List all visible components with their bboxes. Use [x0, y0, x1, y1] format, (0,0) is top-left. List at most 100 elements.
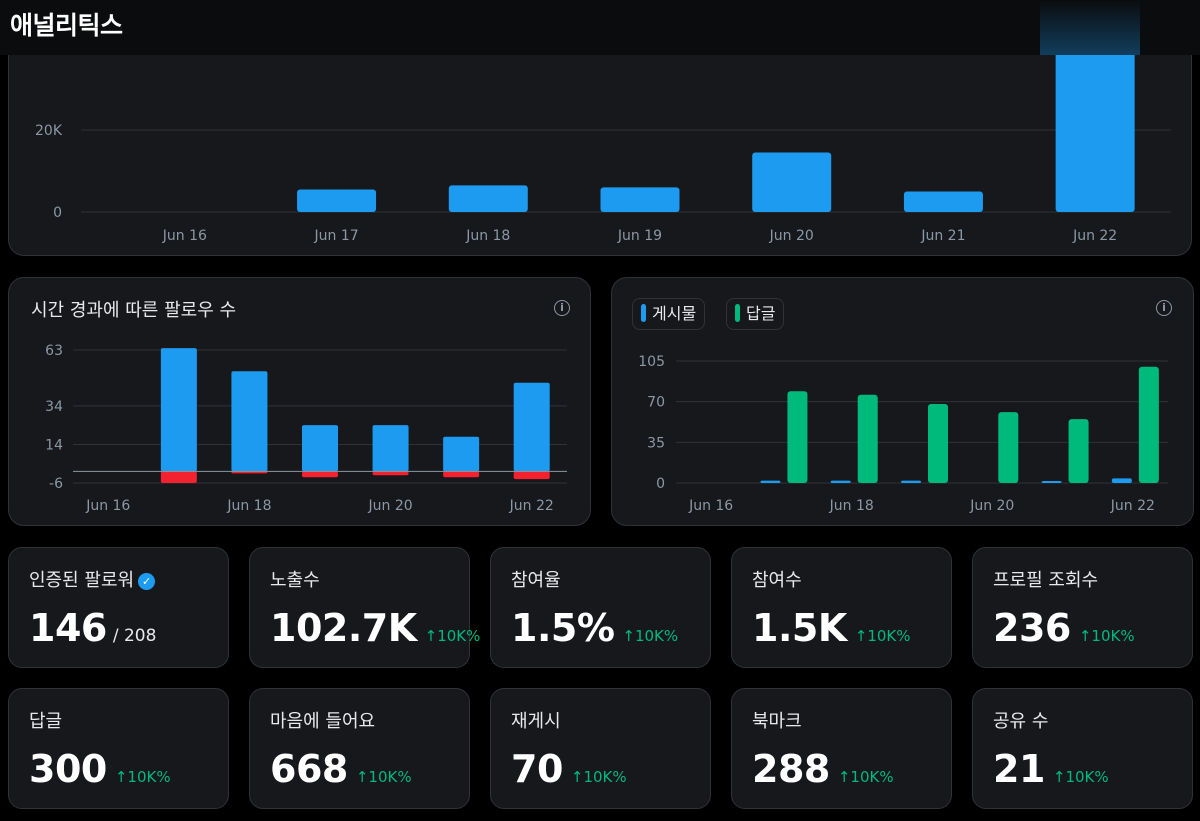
x-tick-label: Jun 20: [969, 498, 1014, 514]
stat-value: 668 ↑10K%: [270, 747, 412, 791]
bar-posts: [1041, 481, 1062, 483]
stat-card-engagement-rate[interactable]: 참여율 1.5% ↑10K%: [490, 547, 711, 668]
bar-lost: [372, 471, 409, 476]
page-title: 애널리틱스: [10, 11, 123, 40]
stat-label: 참여수: [752, 570, 802, 591]
stat-sub: / 208: [112, 626, 157, 646]
bar-gained: [513, 382, 550, 472]
stat-card-reposts[interactable]: 재게시 70 ↑10K%: [490, 688, 711, 809]
y-tick-label: 35: [647, 435, 665, 451]
x-tick-label: Jun 19: [617, 228, 662, 244]
stat-value-text: 236: [993, 606, 1071, 650]
bar-lost: [160, 471, 197, 483]
bar-replies: [928, 403, 948, 483]
stat-value: 1.5% ↑10K%: [511, 606, 678, 650]
x-tick-label: Jun 22: [1072, 228, 1117, 244]
stat-label: 공유 수: [993, 711, 1049, 732]
x-tick-label: Jun 18: [829, 498, 874, 514]
y-tick-label: 105: [638, 354, 665, 370]
bar-gained: [231, 371, 268, 472]
bar: [448, 185, 528, 212]
stat-label: 북마크: [752, 711, 802, 732]
stat-value-text: 102.7K: [270, 606, 417, 650]
bar: [297, 189, 377, 212]
x-tick-label: Jun 16: [162, 228, 207, 244]
stat-label: 인증된 팔로워 ✓: [29, 566, 156, 592]
stat-delta: ↑10K%: [355, 768, 412, 786]
y-tick-label: 14: [45, 437, 63, 453]
info-icon[interactable]: i: [1156, 300, 1172, 316]
bar: [752, 152, 832, 212]
stat-label: 프로필 조회수: [993, 570, 1099, 591]
y-tick-label: 0: [656, 476, 665, 492]
y-tick-label: 70: [647, 395, 665, 411]
bar-replies: [787, 391, 808, 483]
x-tick-label: Jun 16: [688, 498, 733, 514]
stat-label: 답글: [29, 711, 63, 732]
stat-value-text: 300: [29, 747, 107, 791]
y-tick-label: 63: [45, 343, 63, 359]
stat-delta: ↑10K%: [854, 627, 911, 645]
stat-value: 288 ↑10K%: [752, 747, 894, 791]
stat-value: 1.5K ↑10K%: [752, 606, 911, 650]
stat-label: 참여율: [511, 570, 561, 591]
stat-label: 마음에 들어요: [270, 711, 376, 732]
stat-delta: ↑10K%: [837, 768, 894, 786]
top-bar: 애널리틱스: [0, 0, 1200, 55]
stat-card-profile-visits[interactable]: 프로필 조회수 236 ↑10K%: [972, 547, 1193, 668]
stat-value: 102.7K ↑10K%: [270, 606, 480, 650]
posts-replies-chart: 0 35 70 105 Jun 16 Jun 18 Jun 20 Jun 22: [638, 354, 1168, 514]
x-tick-label: Jun 21: [920, 228, 965, 244]
x-tick-label: Jun 22: [509, 498, 554, 514]
stat-card-impressions[interactable]: 노출수 102.7K ↑10K%: [249, 547, 480, 668]
stat-value-text: 1.5%: [511, 606, 615, 650]
bar-gained: [443, 436, 480, 472]
stat-value-text: 668: [270, 747, 348, 791]
followers-chart: 63 34 14 -6 Jun 16 Jun 18 Jun 20 Jun 22: [45, 343, 567, 514]
y-tick-label: 20K: [35, 123, 63, 139]
stat-value-text: 146: [29, 606, 107, 650]
stat-card-shares[interactable]: 공유 수 21 ↑10K%: [972, 688, 1193, 809]
stat-value: 236 ↑10K%: [993, 606, 1135, 650]
stat-card-verified-followers[interactable]: 인증된 팔로워 ✓ 146/ 208: [8, 547, 229, 668]
bar-lost: [443, 471, 480, 478]
x-tick-label: Jun 20: [769, 228, 814, 244]
stat-label: 노출수: [270, 570, 320, 591]
stat-delta: ↑10K%: [424, 627, 481, 645]
x-tick-label: Jun 18: [226, 498, 271, 514]
x-tick-label: Jun 20: [368, 498, 413, 514]
info-icon[interactable]: i: [554, 300, 570, 316]
stat-label-text: 인증된 팔로워: [29, 570, 135, 591]
bar-gained: [302, 425, 338, 472]
bar-posts: [760, 480, 781, 483]
stat-value-text: 1.5K: [752, 606, 847, 650]
stat-delta: ↑10K%: [114, 768, 171, 786]
impressions-chart-card: 0 20K Jun 16 Jun 17 Jun 18 Jun 19 Jun 20 Jun 21…: [8, 30, 1192, 256]
legend-replies-chip[interactable]: 답글: [726, 298, 785, 330]
bar: [903, 191, 983, 212]
bar-posts: [830, 480, 851, 483]
stat-card-bookmarks[interactable]: 북마크 288 ↑10K%: [731, 688, 952, 809]
stat-label: 재게시: [511, 711, 561, 732]
stat-value-text: 21: [993, 747, 1045, 791]
bar-gained: [372, 425, 409, 472]
bar: [1055, 48, 1135, 212]
legend-posts-chip[interactable]: 게시물: [632, 298, 706, 330]
followers-chart-card: 시간 경과에 따른 팔로우 수 i 63 34 14 -6 Jun 16 Jun 18 Ju…: [8, 277, 591, 526]
stat-card-engagements[interactable]: 참여수 1.5K ↑10K%: [731, 547, 952, 668]
bar: [600, 187, 680, 212]
scroll-glow: [1040, 0, 1140, 55]
stat-value-text: 70: [511, 747, 563, 791]
stat-card-replies[interactable]: 답글 300 ↑10K%: [8, 688, 229, 809]
bar-lost: [513, 471, 550, 480]
x-tick-label: Jun 16: [85, 498, 130, 514]
stat-card-likes[interactable]: 마음에 들어요 668 ↑10K%: [249, 688, 470, 809]
stat-delta: ↑10K%: [570, 768, 627, 786]
x-tick-label: Jun 22: [1110, 498, 1155, 514]
impressions-chart: 0 20K Jun 16 Jun 17 Jun 18 Jun 19 Jun 20 Jun 21…: [35, 48, 1171, 244]
legend-replies-swatch: [735, 304, 740, 322]
bar-replies: [1068, 419, 1089, 483]
bar-replies: [1138, 366, 1159, 483]
bar-posts: [901, 480, 921, 483]
bar-replies: [998, 412, 1019, 483]
